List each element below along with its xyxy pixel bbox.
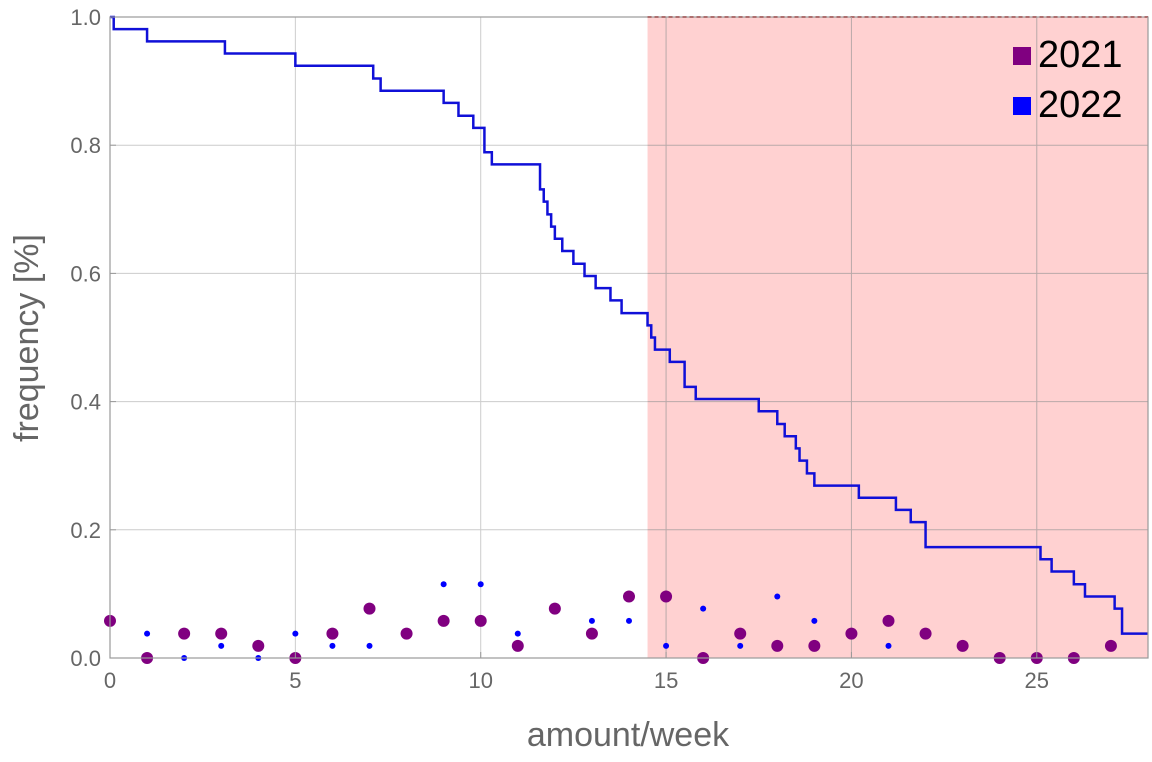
plot-frame [109, 16, 1149, 659]
point-2022 [514, 630, 521, 637]
y-tick-label: 0.2 [70, 518, 101, 543]
point-2022 [588, 617, 595, 624]
point-2021 [734, 627, 747, 640]
y-tick-label: 0.4 [70, 390, 101, 415]
point-2021 [808, 639, 821, 652]
point-2022 [811, 617, 818, 624]
point-2021 [178, 627, 191, 640]
point-2021 [623, 590, 635, 603]
x-axis-title: amount/week [527, 716, 730, 754]
x-tick-label: 0 [104, 668, 116, 693]
point-2022 [626, 617, 632, 624]
highlight-rect [647, 17, 1148, 658]
y-tick-label: 0.0 [70, 646, 101, 671]
point-2021 [882, 614, 895, 627]
x-tick-label: 5 [289, 668, 301, 693]
point-2022 [366, 642, 373, 649]
point-2021 [956, 639, 969, 652]
y-tick-labels: 0.0 0.2 0.4 0.6 0.8 1.0 [70, 5, 116, 671]
x-tick-label: 25 [1025, 668, 1049, 693]
x-tick-label: 15 [654, 668, 678, 693]
point-2021 [919, 627, 932, 640]
point-2021 [548, 602, 561, 615]
point-2022 [440, 581, 447, 588]
point-2022 [774, 593, 781, 600]
point-2022 [700, 605, 707, 612]
point-2022 [329, 642, 336, 649]
point-2022 [663, 642, 670, 649]
point-2021 [511, 639, 524, 652]
point-2022 [218, 642, 225, 649]
step-line [110, 15, 1148, 635]
point-2021 [363, 602, 376, 615]
point-2021 [771, 639, 784, 652]
x-tick-label: 20 [839, 668, 863, 693]
x-tick-labels: 0 5 10 15 20 25 [104, 652, 1049, 693]
point-2021 [437, 614, 450, 627]
point-2022 [737, 642, 744, 649]
plot-border [109, 16, 1149, 659]
point-2021 [215, 627, 228, 640]
point-2021 [474, 614, 487, 627]
legend-label-2022: 2022 [1038, 84, 1123, 126]
point-2022 [144, 630, 151, 637]
point-2021 [1104, 639, 1117, 652]
point-2022 [292, 630, 299, 637]
point-2021 [585, 627, 598, 640]
point-2021 [400, 627, 413, 640]
point-2021 [252, 639, 265, 652]
point-2021 [845, 627, 858, 640]
series-2021-points [104, 590, 1117, 664]
point-2021 [326, 627, 339, 640]
legend: 2021 2022 [1013, 34, 1123, 126]
highlight-region [647, 16, 1148, 659]
point-2022 [885, 642, 892, 649]
step-line-path [110, 15, 1148, 635]
legend-swatch-2022 [1013, 97, 1031, 115]
legend-label-2021: 2021 [1038, 34, 1123, 76]
y-tick-label: 0.8 [70, 133, 101, 158]
point-2021 [660, 590, 673, 603]
legend-swatch-2021 [1013, 47, 1031, 65]
x-tick-label: 10 [468, 668, 492, 693]
y-axis-title: frequency [%] [8, 234, 46, 442]
point-2022 [477, 581, 484, 588]
y-tick-label: 0.6 [70, 261, 101, 286]
y-tick-label: 1.0 [70, 5, 101, 30]
